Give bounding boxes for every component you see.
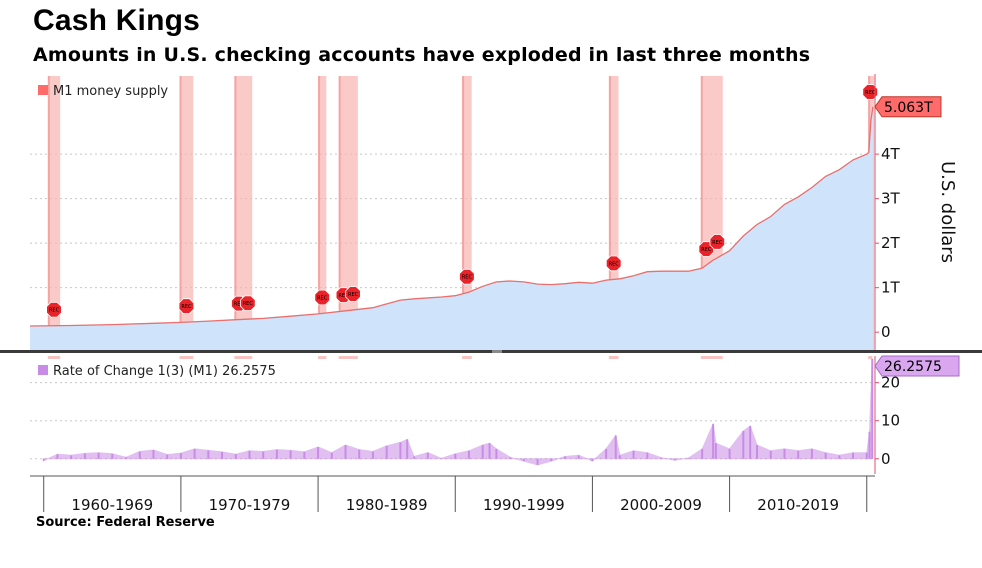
recession-band-edge — [462, 76, 465, 350]
recession-marker-shape — [314, 289, 331, 306]
recession-marker-label: REC — [348, 292, 359, 298]
recession-marker: REC — [709, 234, 725, 250]
bottom-legend: Rate of Change 1(3) (M1) 26.2575 — [38, 364, 276, 379]
top-y-tick-label: 0 — [881, 323, 891, 341]
bottom-recession-tick — [868, 356, 873, 359]
top-y-tick-label: 4T — [881, 145, 901, 163]
roc-callout-label: 26.2575 — [884, 359, 942, 375]
bottom-recession-tick — [700, 356, 723, 359]
bottom-recession-tick — [179, 356, 194, 359]
recession-band-edge — [338, 76, 341, 350]
recession-marker-label: REC — [712, 240, 723, 246]
recession-marker-shape — [178, 298, 195, 314]
decade-label: 1990-1999 — [483, 496, 565, 514]
recession-band-edge — [608, 76, 611, 350]
legend-swatch-m1 — [38, 85, 48, 95]
decade-label: 1980-1989 — [346, 496, 428, 514]
top-y-tick-label: 3T — [881, 190, 901, 208]
bottom-recession-ticks — [47, 356, 873, 359]
bottom-recession-tick — [318, 356, 327, 359]
recession-band-edge — [47, 76, 50, 350]
y-axis-title: U.S. dollars — [937, 161, 958, 263]
x-axis: 1960-1969 1970-1979 1980-1989 1990-1999 2000… — [30, 475, 875, 514]
recession-marker: REC — [46, 301, 62, 318]
recession-marker: REC — [314, 289, 331, 306]
recession-marker-label: REC — [317, 295, 328, 301]
bottom-recession-tick — [234, 356, 253, 359]
top-y-tick-label: 2T — [881, 234, 901, 252]
recession-band — [47, 76, 61, 350]
recession-marker-label: REC — [49, 308, 60, 314]
m1-callout-label: 5.063T — [884, 100, 933, 116]
decade-label: 1970-1979 — [209, 496, 291, 514]
recession-marker-label: REC — [234, 302, 245, 308]
recession-marker-label: REC — [609, 261, 620, 267]
legend-swatch-roc — [38, 365, 48, 375]
recession-marker-shape — [459, 268, 475, 285]
decade-label: 1960-1969 — [71, 496, 153, 514]
recession-band-edge — [179, 76, 182, 350]
recession-marker-label: REC — [243, 301, 254, 307]
recession-band-edge — [700, 76, 703, 350]
panel-divider — [0, 350, 982, 353]
recession-band — [338, 76, 358, 350]
recession-marker-shape — [46, 301, 62, 318]
recession-marker-label: REC — [462, 275, 473, 281]
m1-line — [29, 106, 874, 327]
decade-label: 2010-2019 — [757, 496, 839, 514]
bottom-y-axis: 0 10 20 — [874, 356, 900, 474]
divider-grip[interactable] — [492, 350, 502, 353]
source-note: Source: Federal Reserve — [36, 515, 215, 530]
legend-label-m1: M1 money supply — [53, 84, 168, 99]
recession-band — [608, 76, 619, 350]
bottom-y-tick-label: 10 — [881, 412, 900, 430]
roc-last-value-callout: 26.2575 — [874, 355, 960, 377]
recession-marker-shape — [345, 286, 361, 302]
m1-area — [30, 106, 873, 350]
recession-band-edge — [318, 76, 321, 350]
recession-marker-label: REC — [338, 293, 349, 299]
chart-title: Cash Kings — [33, 4, 201, 37]
recession-marker-shape — [862, 84, 878, 100]
recession-marker: REC — [862, 84, 878, 100]
recession-marker: REC — [459, 268, 475, 285]
roc-callout-shape — [874, 355, 960, 377]
rate-of-change-series — [42, 358, 874, 466]
recession-band-edge — [234, 76, 237, 350]
bottom-y-tick-label: 20 — [881, 374, 900, 392]
top-legend: M1 money supply — [38, 84, 168, 99]
bottom-recession-tick — [47, 356, 61, 359]
m1-callout-shape — [874, 96, 942, 118]
recession-marker-shape — [239, 295, 256, 311]
recession-marker-label: REC — [181, 304, 192, 310]
recession-band — [318, 76, 327, 350]
bottom-panel: Rate of Change 1(3) (M1) 26.2575 0 10 20 2… — [30, 355, 960, 474]
recession-band — [179, 76, 194, 350]
bottom-recession-tick — [462, 356, 472, 359]
bottom-y-tick-label: 0 — [881, 450, 891, 468]
bottom-recession-tick — [338, 356, 358, 359]
m1-last-value-callout: 5.063T — [874, 96, 942, 118]
recession-marker: REC — [178, 298, 195, 314]
recession-band — [234, 76, 253, 350]
top-y-tick-label: 1T — [881, 279, 901, 297]
recession-marker-shape — [605, 255, 622, 272]
recession-marker: REC — [345, 286, 361, 302]
legend-label-roc: Rate of Change 1(3) (M1) 26.2575 — [53, 364, 276, 379]
recession-band — [462, 76, 472, 350]
top-y-axis: 0 1T 2T 3T 4T — [874, 74, 901, 350]
recession-marker-label: REC — [865, 90, 876, 96]
recession-marker: REC — [239, 295, 256, 311]
recession-marker-label: REC — [701, 247, 712, 253]
chart-subtitle: Amounts in U.S. checking accounts have e… — [33, 44, 811, 66]
decade-label: 2000-2009 — [620, 496, 702, 514]
recession-marker: REC — [605, 255, 622, 272]
bottom-recession-tick — [608, 356, 619, 359]
recession-marker-shape — [709, 234, 725, 250]
